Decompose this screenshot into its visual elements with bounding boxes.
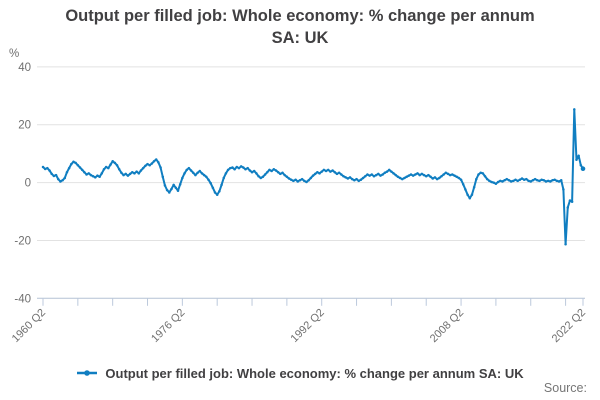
legend: Output per filled job: Whole economy: % … bbox=[0, 363, 600, 383]
legend-line-marker-icon bbox=[77, 370, 98, 376]
source-label: Source: bbox=[543, 381, 587, 395]
svg-text:-20: -20 bbox=[14, 235, 31, 247]
svg-text:0: 0 bbox=[25, 178, 31, 190]
chart-title-line1: Output per filled job: Whole economy: % … bbox=[65, 7, 535, 25]
x-tick-labels: 1960 Q2 1976 Q2 1992 Q2 2008 Q2 2022 Q2 bbox=[10, 307, 588, 345]
svg-text:1960 Q2: 1960 Q2 bbox=[10, 307, 48, 345]
x-axis-line-and-ticks bbox=[37, 297, 585, 306]
y-axis-unit-label: % bbox=[9, 48, 19, 60]
svg-text:2022 Q2: 2022 Q2 bbox=[550, 307, 588, 345]
chart-title-line2: SA: UK bbox=[271, 28, 329, 47]
chart-title: Output per filled job: Whole economy: % … bbox=[0, 6, 600, 50]
svg-text:-40: -40 bbox=[14, 293, 31, 305]
svg-text:1976 Q2: 1976 Q2 bbox=[149, 307, 187, 345]
svg-text:40: 40 bbox=[18, 62, 31, 74]
legend-item-label: Output per filled job: Whole economy: % … bbox=[105, 365, 524, 381]
svg-text:20: 20 bbox=[18, 120, 31, 132]
svg-text:1992 Q2: 1992 Q2 bbox=[289, 307, 327, 345]
svg-text:2008 Q2: 2008 Q2 bbox=[428, 307, 466, 345]
series-markers bbox=[41, 108, 586, 246]
legend-item[interactable]: Output per filled job: Whole economy: % … bbox=[76, 365, 524, 381]
y-tick-labels: 40 20 0 -20 -40 bbox=[14, 62, 31, 305]
